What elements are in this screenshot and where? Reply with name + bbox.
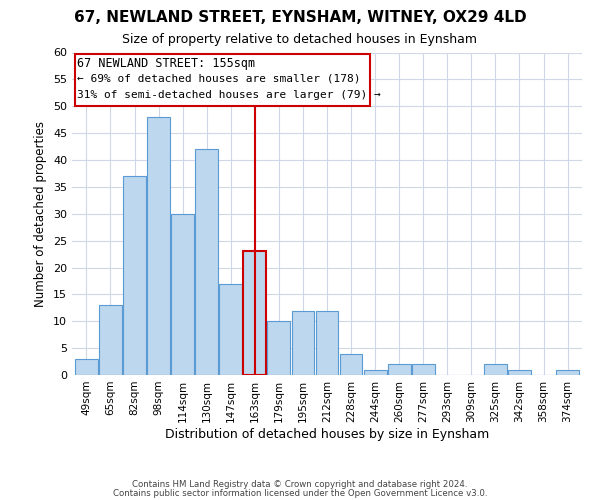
Bar (75, 359, 98, 375)
FancyBboxPatch shape (74, 54, 370, 106)
Bar (292, 310, 314, 375)
Bar (195, 149, 218, 375)
Bar (484, 364, 507, 375)
Bar (388, 364, 410, 375)
Text: Contains HM Land Registry data © Crown copyright and database right 2024.: Contains HM Land Registry data © Crown c… (132, 480, 468, 489)
X-axis label: Distribution of detached houses by size in Eynsham: Distribution of detached houses by size … (165, 428, 489, 440)
Bar (220, 284, 242, 375)
Bar (412, 364, 434, 375)
Text: ← 69% of detached houses are smaller (178): ← 69% of detached houses are smaller (17… (77, 74, 361, 84)
Bar (123, 176, 146, 375)
Text: Contains public sector information licensed under the Open Government Licence v3: Contains public sector information licen… (113, 488, 487, 498)
Text: Size of property relative to detached houses in Eynsham: Size of property relative to detached ho… (122, 32, 478, 46)
Bar (316, 310, 338, 375)
Bar (99, 305, 122, 375)
Bar (556, 370, 579, 375)
Text: 31% of semi-detached houses are larger (79) →: 31% of semi-detached houses are larger (… (77, 90, 381, 100)
Bar (364, 370, 386, 375)
Bar (171, 214, 194, 375)
Bar (268, 322, 290, 375)
Text: 67 NEWLAND STREET: 155sqm: 67 NEWLAND STREET: 155sqm (77, 58, 255, 70)
Bar (340, 354, 362, 375)
Bar (508, 370, 531, 375)
Bar (244, 252, 266, 375)
Text: 67, NEWLAND STREET, EYNSHAM, WITNEY, OX29 4LD: 67, NEWLAND STREET, EYNSHAM, WITNEY, OX2… (74, 10, 526, 25)
Y-axis label: Number of detached properties: Number of detached properties (34, 120, 47, 306)
Bar (147, 117, 170, 375)
